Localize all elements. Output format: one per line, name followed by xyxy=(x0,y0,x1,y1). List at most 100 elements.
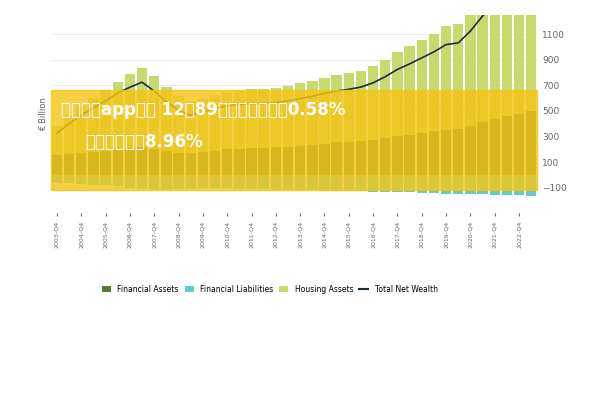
Bar xyxy=(173,96,184,152)
Bar xyxy=(125,175,135,188)
Bar xyxy=(88,98,98,152)
Bar xyxy=(502,0,512,116)
Bar xyxy=(113,175,123,186)
Bar xyxy=(295,175,305,190)
Bar xyxy=(283,175,293,190)
Bar xyxy=(247,148,257,175)
Bar xyxy=(247,175,257,189)
Bar xyxy=(271,175,281,190)
Bar xyxy=(197,99,208,152)
Bar xyxy=(88,152,98,175)
Bar xyxy=(478,175,488,194)
Bar xyxy=(210,151,220,175)
Bar xyxy=(100,175,110,186)
Bar xyxy=(271,148,281,175)
Bar xyxy=(271,88,281,148)
Bar xyxy=(88,175,98,184)
Bar xyxy=(526,175,536,196)
Bar xyxy=(161,87,172,151)
Bar xyxy=(149,149,160,175)
Bar xyxy=(416,40,427,133)
Bar xyxy=(197,152,208,175)
Bar xyxy=(52,175,62,182)
Bar xyxy=(331,75,342,142)
Bar xyxy=(368,175,379,192)
Bar xyxy=(137,175,147,189)
Bar xyxy=(490,119,500,175)
Text: 杨方配资app下载 12月89日伊力转债上涨0.58%: 杨方配资app下载 12月89日伊力转债上涨0.58% xyxy=(61,101,345,119)
Bar xyxy=(197,175,208,188)
Bar xyxy=(404,46,415,135)
Bar xyxy=(416,133,427,175)
Bar xyxy=(52,155,62,175)
Y-axis label: € Billion: € Billion xyxy=(39,97,48,131)
Bar xyxy=(514,175,524,195)
Bar xyxy=(113,82,123,149)
Bar xyxy=(526,111,536,175)
Bar xyxy=(514,114,524,175)
Bar xyxy=(441,175,451,194)
Bar xyxy=(222,175,232,188)
Bar xyxy=(185,101,196,153)
Bar xyxy=(392,136,403,175)
Bar xyxy=(76,106,86,152)
Bar xyxy=(466,175,476,194)
Bar xyxy=(125,148,135,175)
Bar xyxy=(478,0,488,122)
Bar xyxy=(344,175,354,191)
Bar xyxy=(344,142,354,175)
Bar xyxy=(466,126,476,175)
Bar xyxy=(331,142,342,175)
Bar xyxy=(137,68,147,147)
Bar xyxy=(173,152,184,175)
Bar xyxy=(416,175,427,193)
Bar xyxy=(247,90,257,148)
Bar xyxy=(161,151,172,175)
Bar xyxy=(52,126,62,155)
Bar xyxy=(466,12,476,126)
Bar xyxy=(173,175,184,189)
Bar xyxy=(76,175,86,184)
Bar xyxy=(453,129,463,175)
Bar xyxy=(234,90,245,149)
Bar xyxy=(64,175,74,183)
Bar xyxy=(356,141,366,175)
Bar xyxy=(502,175,512,195)
Bar xyxy=(380,175,391,192)
Bar xyxy=(331,175,342,191)
Bar xyxy=(295,84,305,146)
Bar xyxy=(259,148,269,175)
Bar xyxy=(429,34,439,132)
Bar xyxy=(149,175,160,190)
Bar xyxy=(368,140,379,175)
Bar xyxy=(307,175,317,190)
Bar xyxy=(392,52,403,136)
Bar xyxy=(356,71,366,141)
Bar xyxy=(283,147,293,175)
Bar xyxy=(149,76,160,149)
Bar xyxy=(64,116,74,154)
Bar xyxy=(100,151,110,175)
Bar xyxy=(307,145,317,175)
Bar xyxy=(307,81,317,145)
Bar xyxy=(453,24,463,129)
Legend: Financial Assets, Financial Liabilities, Housing Assets, Total Net Wealth: Financial Assets, Financial Liabilities,… xyxy=(99,282,440,297)
Bar xyxy=(380,60,391,138)
Bar xyxy=(113,149,123,175)
Bar xyxy=(259,175,269,189)
Bar xyxy=(185,175,196,189)
Bar xyxy=(161,175,172,190)
Bar xyxy=(76,152,86,175)
Text: ，转股溢价率8.96%: ，转股溢价率8.96% xyxy=(85,133,202,151)
Bar xyxy=(210,175,220,188)
Bar xyxy=(441,26,451,130)
Bar xyxy=(490,175,500,195)
Bar xyxy=(380,138,391,175)
Bar xyxy=(234,149,245,175)
Bar xyxy=(502,116,512,175)
Bar xyxy=(210,95,220,151)
Bar xyxy=(137,147,147,175)
Bar xyxy=(344,73,354,142)
Bar xyxy=(100,90,110,151)
Bar xyxy=(356,175,366,191)
